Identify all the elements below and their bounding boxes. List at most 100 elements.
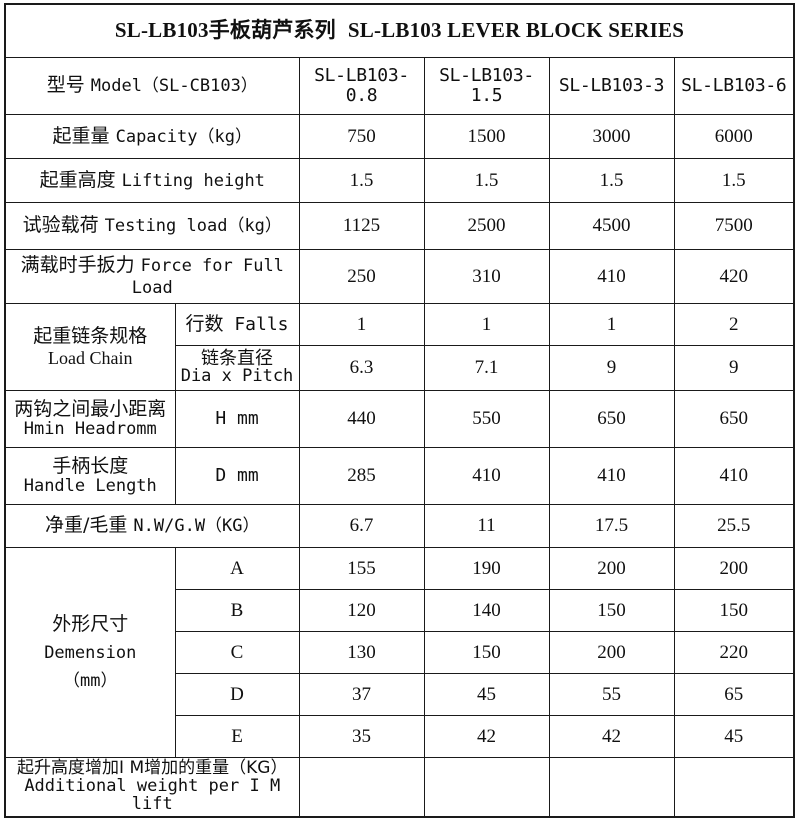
title-chinese: SL-LB103手板葫芦系列 [114,18,336,43]
capacity-value-2: 1500 [423,114,550,159]
additional-weight-value-3 [548,756,675,818]
testing-load-value-1: 1125 [298,202,425,250]
row-label-additional-weight: 起升高度增加I M增加的重量（KG） Additional weight per… [4,756,300,818]
handle-length-value-3: 410 [548,447,675,505]
table-row-net-gross-weight: 净重/毛重 N.W/G.W（KG） 6.7 11 17.5 25.5 [4,504,795,548]
testing-load-label-chinese: 试验载荷 [22,214,99,237]
dimension-e-value-2: 42 [423,715,550,758]
dimension-d-value-4: 65 [673,673,795,716]
handle-length-value-2: 410 [423,447,550,505]
force-value-4: 420 [673,249,795,304]
weight-label-chinese: 净重/毛重 [44,514,128,537]
row-label-lifting-height: 起重高度 Lifting height [4,158,300,203]
capacity-value-1: 750 [298,114,425,159]
falls-value-4: 2 [673,303,795,346]
dia-pitch-label-english: Dia x Pitch [180,366,294,387]
lifting-height-value-3: 1.5 [548,158,675,203]
testing-load-label-english: Testing load（kg） [104,216,282,237]
specification-sheet: SL-LB103手板葫芦系列 SL-LB103 LEVER BLOCK SERIE… [4,3,796,818]
dimension-b-value-4: 150 [673,589,795,632]
additional-weight-label-chinese: 起升高度增加I M增加的重量（KG） [17,758,288,778]
dimension-c-value-4: 220 [673,631,795,674]
weight-value-2: 11 [423,504,550,548]
weight-value-3: 17.5 [548,504,675,548]
testing-load-value-4: 7500 [673,202,795,250]
table-row-capacity: 起重量 Capacity（kg） 750 1500 3000 6000 [4,114,795,159]
row-label-capacity: 起重量 Capacity（kg） [4,114,300,159]
table-row-handle-length: 手柄长度 Handle Length D mm 285 410 410 410 [4,447,795,505]
dimension-e-value-1: 35 [298,715,425,758]
handle-length-label-chinese: 手柄长度 [52,454,129,477]
testing-load-value-3: 4500 [548,202,675,250]
sub-label-headroom: H mm [174,390,300,448]
headroom-value-3: 650 [548,390,675,448]
handle-length-label-english: Handle Length [23,476,157,497]
dimension-c-value-1: 130 [298,631,425,674]
sub-label-handle-length: D mm [174,447,300,505]
dia-pitch-value-3: 9 [548,345,675,391]
title-row: SL-LB103手板葫芦系列 SL-LB103 LEVER BLOCK SERIE… [4,3,795,58]
falls-label-chinese: 行数 [185,312,224,335]
title-english: SL-LB103 LEVER BLOCK SERIES [347,18,685,43]
load-chain-label-chinese: 起重链条规格 [33,325,148,348]
falls-value-1: 1 [298,303,425,346]
table-row-dimension-b: B 120 140 150 150 [5,589,795,632]
dimension-label-english: Demension [44,643,137,664]
dimension-e-value-3: 42 [548,715,675,758]
capacity-label-chinese: 起重量 [52,124,110,147]
table-row-lifting-height: 起重高度 Lifting height 1.5 1.5 1.5 1.5 [4,158,795,203]
model-column-header-2: SL-LB103-1.5 [423,57,550,115]
lifting-height-value-2: 1.5 [423,158,550,203]
sub-label-dimension-b: B [174,589,300,632]
additional-weight-value-2 [423,756,550,818]
row-label-headroom: 两钩之间最小距离 Hmin Headromm [4,390,176,448]
falls-value-3: 1 [548,303,675,346]
dimension-b-value-3: 150 [548,589,675,632]
dimension-a-value-4: 200 [673,547,795,590]
headroom-label-english: Hmin Headromm [23,419,157,440]
dia-pitch-label-chinese: 链条直径 [201,348,273,370]
sub-label-dimension-e: E [174,715,300,758]
dimension-label-chinese: 外形尺寸 [52,612,129,635]
weight-value-4: 25.5 [673,504,795,548]
headroom-value-2: 550 [423,390,550,448]
model-header-row: 型号 Model（SL-CB103） SL-LB103-0.8 SL-LB103… [4,57,795,115]
sub-label-dia-pitch: 链条直径 Dia x Pitch [174,345,300,391]
table-row-load-chain-falls: 起重链条规格 Load Chain 行数 Falls 1 1 1 2 [4,303,795,391]
model-column-header-1: SL-LB103-0.8 [298,57,425,115]
dimension-a-value-1: 155 [298,547,425,590]
model-label-english: Model（SL-CB103） [90,76,258,97]
row-label-load-chain: 起重链条规格 Load Chain [4,303,176,391]
row-label-handle-length: 手柄长度 Handle Length [4,447,176,505]
dimension-d-value-2: 45 [423,673,550,716]
capacity-value-3: 3000 [548,114,675,159]
dia-pitch-value-1: 6.3 [298,345,425,391]
table-row-force-full-load: 满载时手扳力 Force for Full Load 250 310 410 4… [4,249,795,304]
weight-value-1: 6.7 [298,504,425,548]
headroom-value-4: 650 [673,390,795,448]
sub-label-falls: 行数 Falls [174,303,300,346]
dimension-b-value-2: 140 [423,589,550,632]
handle-length-value-4: 410 [673,447,795,505]
lifting-height-label-chinese: 起重高度 [39,168,116,191]
headroom-label-chinese: 两钩之间最小距离 [14,397,167,420]
table-row-dimension-e: E 35 42 42 45 [5,715,795,758]
dimension-b-value-1: 120 [298,589,425,632]
dimension-d-value-3: 55 [548,673,675,716]
table-title: SL-LB103手板葫芦系列 SL-LB103 LEVER BLOCK SERIE… [4,3,795,58]
row-label-net-gross-weight: 净重/毛重 N.W/G.W（KG） [4,504,300,548]
table-row-dimension-d: D 37 45 55 65 [5,673,795,716]
additional-weight-label-english: Additional weight per I M lift [24,775,281,814]
dimension-e-value-4: 45 [673,715,795,758]
dia-pitch-value-2: 7.1 [423,345,550,391]
model-column-header-3: SL-LB103-3 [548,57,675,115]
sub-label-dimension-a: A [174,547,300,590]
dimension-c-value-3: 200 [548,631,675,674]
lever-block-specification-table: SL-LB103手板葫芦系列 SL-LB103 LEVER BLOCK SERIE… [4,3,796,818]
dimension-c-value-2: 150 [423,631,550,674]
row-label-dimension: 外形尺寸 Demension （mm） [4,547,176,758]
force-label-chinese: 满载时手扳力 [20,254,135,277]
headroom-value-1: 440 [298,390,425,448]
sub-label-dimension-d: D [174,673,300,716]
dimension-a-value-3: 200 [548,547,675,590]
